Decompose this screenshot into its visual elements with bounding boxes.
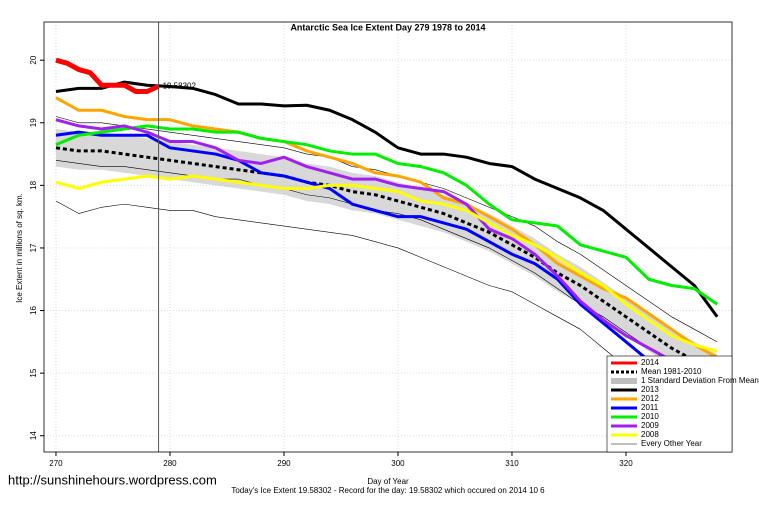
series-line (55, 118, 718, 384)
x-tick-label: 270 (49, 459, 63, 468)
y-tick-label: 15 (29, 368, 38, 377)
series-line (55, 57, 160, 94)
legend-label: 2010 (641, 412, 659, 421)
other-year-line (55, 160, 718, 390)
x-tick-label: 300 (391, 459, 405, 468)
series-line (55, 130, 719, 403)
y-tick-label: 20 (29, 55, 38, 64)
legend-label: 2013 (641, 385, 659, 394)
legend-label: Mean 1981-2010 (641, 367, 702, 376)
y-tick-label: 14 (29, 431, 38, 440)
y-axis-label: Ice Extent in millions of sq. km. (15, 193, 24, 303)
other-year-line (55, 200, 718, 424)
x-axis-label: Day of Year (367, 477, 409, 486)
footnote: Today's Ice Extent 19.58302 - Record for… (231, 486, 545, 495)
chart-title: Antarctic Sea Ice Extent Day 279 1978 to… (290, 22, 485, 32)
legend-label: 2014 (641, 358, 659, 367)
series-line (55, 174, 718, 353)
plot-frame (43, 21, 733, 453)
legend-swatch (611, 378, 637, 384)
legend-label: 2008 (641, 430, 659, 439)
x-tick-label: 320 (619, 459, 633, 468)
x-tick-label: 290 (277, 459, 291, 468)
series-line (55, 124, 719, 306)
legend-label: 2009 (641, 421, 659, 430)
series-line (55, 146, 718, 375)
y-tick-label: 18 (29, 180, 38, 189)
y-tick-label: 16 (29, 306, 38, 315)
annotation: 19.58302 (163, 81, 197, 90)
legend-label: Every Other Year (641, 439, 702, 448)
watermark: http://sunshinehours.wordpress.com (8, 472, 217, 487)
other-year-line (55, 116, 718, 343)
series-line (55, 80, 719, 318)
legend-label: 1 Standard Deviation From Mean (641, 376, 759, 385)
legend-label: 2012 (641, 394, 659, 403)
legend-label: 2011 (641, 403, 659, 412)
x-tick-label: 310 (505, 459, 519, 468)
y-tick-label: 19 (29, 118, 38, 127)
y-tick-label: 17 (29, 243, 38, 252)
x-tick-label: 280 (163, 459, 177, 468)
